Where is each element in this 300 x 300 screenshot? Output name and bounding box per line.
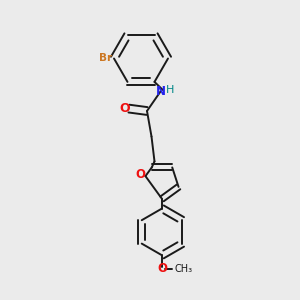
Text: CH₃: CH₃ xyxy=(174,263,192,274)
Text: N: N xyxy=(155,85,166,98)
Text: Br: Br xyxy=(99,53,112,64)
Text: O: O xyxy=(157,262,167,275)
Text: O: O xyxy=(136,168,146,182)
Text: O: O xyxy=(119,102,130,115)
Text: H: H xyxy=(166,85,175,95)
